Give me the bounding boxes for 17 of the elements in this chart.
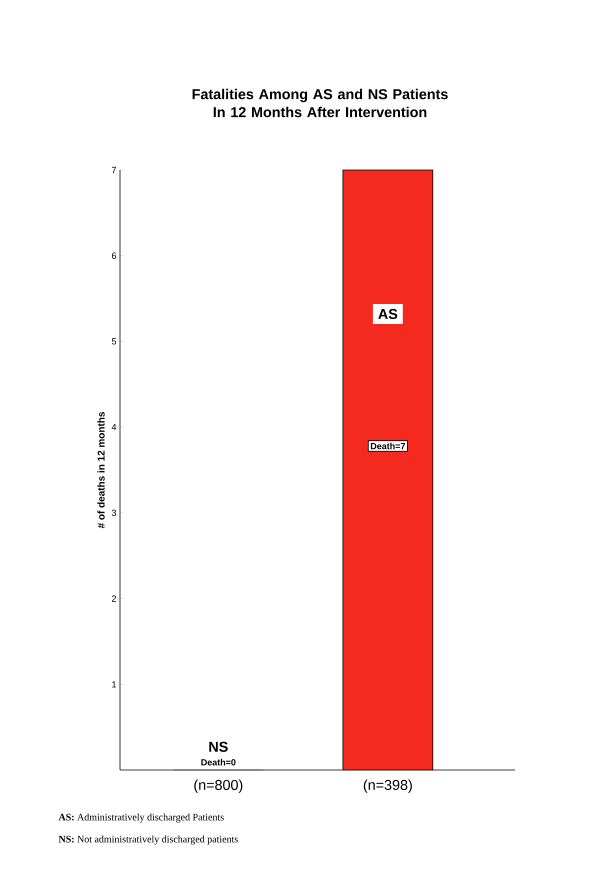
y-tick-label: 2 (112, 595, 116, 602)
x-tick-label: (n=398) (364, 780, 412, 793)
x-tick-label: (n=800) (194, 780, 242, 793)
annotation: AS (378, 308, 398, 320)
data-label: Death=0 (201, 758, 236, 766)
text: NS: Not administratively discharged patients (58, 835, 238, 845)
y-tick-label: 4 (112, 424, 116, 430)
y-tick-label: 5 (112, 338, 116, 345)
y-tick-label: 7 (112, 166, 116, 174)
annotation: NS (209, 742, 228, 752)
y-axis-title: # of deaths in 12 months (97, 412, 105, 528)
data-label: Death=7 (370, 442, 406, 450)
chart-title: Fatalities Among AS and NS Patients In 12 Months After Intervention (192, 88, 448, 118)
y-tick-label: 1 (112, 681, 116, 688)
y-tick-label: 3 (112, 510, 116, 516)
y-tick-label: 6 (112, 252, 116, 259)
text: AS: Administratively discharged Patients (58, 813, 224, 823)
